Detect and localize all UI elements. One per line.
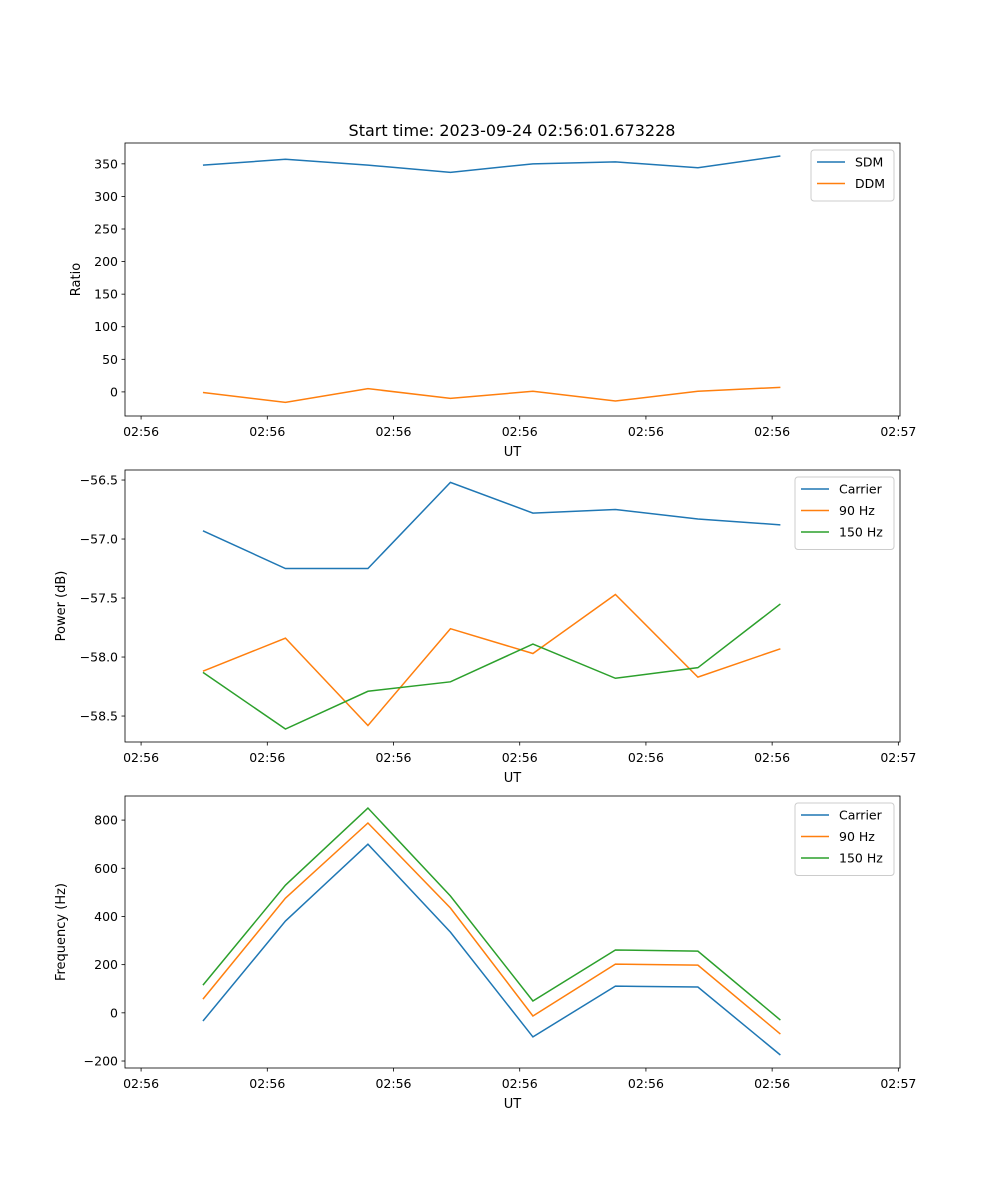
y-tick-label: −56.5 bbox=[80, 473, 118, 488]
x-tick-label: 02:56 bbox=[375, 424, 411, 439]
series-line-carrier bbox=[202, 843, 781, 1056]
y-tick-label: 200 bbox=[94, 957, 118, 972]
x-tick-label: 02:56 bbox=[754, 424, 790, 439]
series-line-carrier bbox=[202, 481, 781, 570]
x-tick-label: 02:56 bbox=[754, 750, 790, 765]
y-tick-label: 300 bbox=[94, 189, 118, 204]
x-axis-label: UT bbox=[504, 1097, 522, 1112]
x-tick-label: 02:56 bbox=[123, 424, 159, 439]
axes-frame bbox=[124, 142, 901, 417]
x-tick-label: 02:56 bbox=[123, 750, 159, 765]
series-line-150-hz bbox=[202, 806, 781, 1021]
x-tick-label: 02:57 bbox=[880, 424, 916, 439]
legend: SDM DDM bbox=[810, 149, 895, 202]
series-line-150-hz bbox=[202, 603, 781, 730]
y-tick-label: −57.0 bbox=[80, 532, 118, 547]
x-tick-label: 02:56 bbox=[754, 1076, 790, 1091]
subplot-2: 02:56 02:56 02:56 02:56 02:56 02:56 02:57 −58.5… bbox=[54, 469, 916, 786]
y-tick-label: −57.5 bbox=[80, 591, 118, 606]
y-tick-label: 800 bbox=[94, 813, 118, 828]
y-axis-label: Frequency (Hz) bbox=[54, 883, 69, 981]
y-tick-label: 0 bbox=[110, 384, 118, 399]
subplot-1: 02:56 02:56 02:56 02:56 02:56 02:56 02:57 0 50 10… bbox=[69, 142, 916, 460]
y-tick-label: 600 bbox=[94, 861, 118, 876]
x-tick-label: 02:56 bbox=[375, 1076, 411, 1091]
y-tick-label: 250 bbox=[94, 222, 118, 237]
series-line-sdm bbox=[202, 155, 781, 174]
legend-label: SDM bbox=[855, 155, 883, 170]
legend: Carrier 90 Hz 150 Hz bbox=[794, 802, 895, 876]
y-tick-label: 400 bbox=[94, 909, 118, 924]
x-axis-label: UT bbox=[504, 771, 522, 786]
y-tick-label: 100 bbox=[94, 319, 118, 334]
legend-label: Carrier bbox=[839, 482, 883, 497]
x-tick-label: 02:56 bbox=[123, 1076, 159, 1091]
x-tick-label: 02:57 bbox=[880, 750, 916, 765]
x-tick-label: 02:56 bbox=[502, 1076, 538, 1091]
legend-label: 90 Hz bbox=[839, 829, 875, 844]
y-tick-label: 0 bbox=[110, 1005, 118, 1020]
legend-label: Carrier bbox=[839, 808, 883, 823]
y-tick-label: 350 bbox=[94, 156, 118, 171]
x-tick-label: 02:56 bbox=[249, 750, 285, 765]
x-tick-label: 02:56 bbox=[628, 1076, 664, 1091]
x-tick-label: 02:56 bbox=[628, 750, 664, 765]
y-axis-label: Power (dB) bbox=[54, 571, 69, 642]
x-tick-label: 02:56 bbox=[249, 1076, 285, 1091]
series-line-ddm bbox=[202, 386, 781, 404]
y-tick-label: 150 bbox=[94, 287, 118, 302]
y-axis-label: Ratio bbox=[69, 263, 84, 296]
legend: Carrier 90 Hz 150 Hz bbox=[794, 476, 895, 550]
subplot-3: 02:56 02:56 02:56 02:56 02:56 02:56 02:57 −200 0… bbox=[54, 795, 916, 1112]
y-tick-label: 50 bbox=[102, 352, 118, 367]
axes-frame bbox=[124, 469, 901, 743]
x-tick-label: 02:57 bbox=[880, 1076, 916, 1091]
axes-frame bbox=[124, 795, 901, 1069]
x-axis-label: UT bbox=[504, 445, 522, 460]
legend-label: DDM bbox=[855, 176, 885, 191]
x-tick-label: 02:56 bbox=[375, 750, 411, 765]
y-tick-label: −200 bbox=[84, 1054, 118, 1069]
y-tick-label: −58.0 bbox=[80, 650, 118, 665]
series-line-90-hz bbox=[202, 593, 781, 727]
y-tick-label: −58.5 bbox=[80, 709, 118, 724]
x-tick-label: 02:56 bbox=[502, 750, 538, 765]
legend-label: 90 Hz bbox=[839, 503, 875, 518]
x-tick-label: 02:56 bbox=[249, 424, 285, 439]
y-tick-label: 200 bbox=[94, 254, 118, 269]
chart-title: Start time: 2023-09-24 02:56:01.673228 bbox=[349, 121, 676, 140]
legend-label: 150 Hz bbox=[839, 525, 883, 540]
series-line-90-hz bbox=[202, 821, 781, 1035]
x-tick-label: 02:56 bbox=[502, 424, 538, 439]
x-tick-label: 02:56 bbox=[628, 424, 664, 439]
legend-label: 150 Hz bbox=[839, 851, 883, 866]
